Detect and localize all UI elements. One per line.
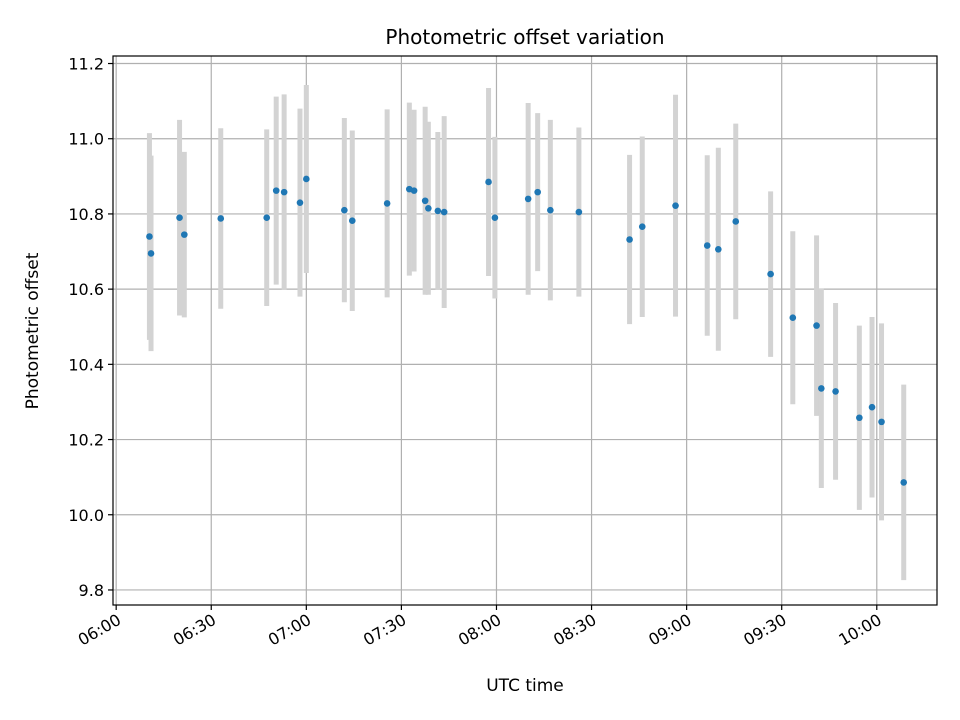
y-tick-label: 11.2 <box>68 55 104 74</box>
data-point <box>146 233 153 240</box>
data-point <box>524 195 532 203</box>
data-point <box>147 250 155 257</box>
data-point <box>491 214 499 221</box>
data-point <box>900 479 908 486</box>
data-point <box>181 231 188 238</box>
data-point <box>303 175 310 183</box>
data-point <box>547 206 554 214</box>
x-axis-label: UTC time <box>486 676 564 696</box>
y-axis-label: Photometric offset <box>23 252 43 409</box>
data-point <box>638 223 646 231</box>
data-point <box>485 178 492 186</box>
data-point <box>383 200 391 207</box>
data-point <box>534 188 541 196</box>
data-point <box>672 202 679 209</box>
y-axis-ticks: 9.8 10.0 10.2 10.4 10.6 10.8 11.0 11.2 <box>68 55 113 600</box>
data-point <box>818 385 825 392</box>
data-point <box>767 270 774 278</box>
chart-title: Photometric offset variation <box>385 25 664 49</box>
data-point <box>575 208 583 216</box>
data-point <box>434 207 442 215</box>
data-point <box>440 208 448 216</box>
data-point <box>789 314 797 322</box>
point-layer <box>146 175 908 486</box>
data-point <box>280 188 288 196</box>
y-tick-label: 10.0 <box>68 506 104 525</box>
data-point <box>272 187 280 194</box>
data-point <box>856 414 863 422</box>
data-point <box>626 236 633 243</box>
data-point <box>176 214 183 221</box>
data-point <box>868 403 876 411</box>
data-point <box>813 322 820 329</box>
y-tick-label: 9.8 <box>79 581 104 600</box>
y-tick-label: 10.8 <box>68 205 104 224</box>
y-tick-label: 10.4 <box>68 355 104 374</box>
y-tick-label: 10.6 <box>68 280 104 299</box>
data-point <box>341 206 348 214</box>
data-point <box>217 215 225 222</box>
data-point <box>703 242 711 249</box>
data-point <box>296 199 304 206</box>
data-point <box>348 217 356 224</box>
y-tick-label: 11.0 <box>68 130 104 149</box>
data-point <box>421 197 429 205</box>
y-tick-label: 10.2 <box>68 431 104 450</box>
data-point <box>732 218 740 225</box>
data-point <box>715 245 722 253</box>
data-point <box>425 204 432 212</box>
data-point <box>263 214 271 221</box>
data-point <box>410 187 418 194</box>
plot-frame <box>112 55 938 606</box>
data-point <box>832 388 839 395</box>
data-point <box>878 418 885 426</box>
